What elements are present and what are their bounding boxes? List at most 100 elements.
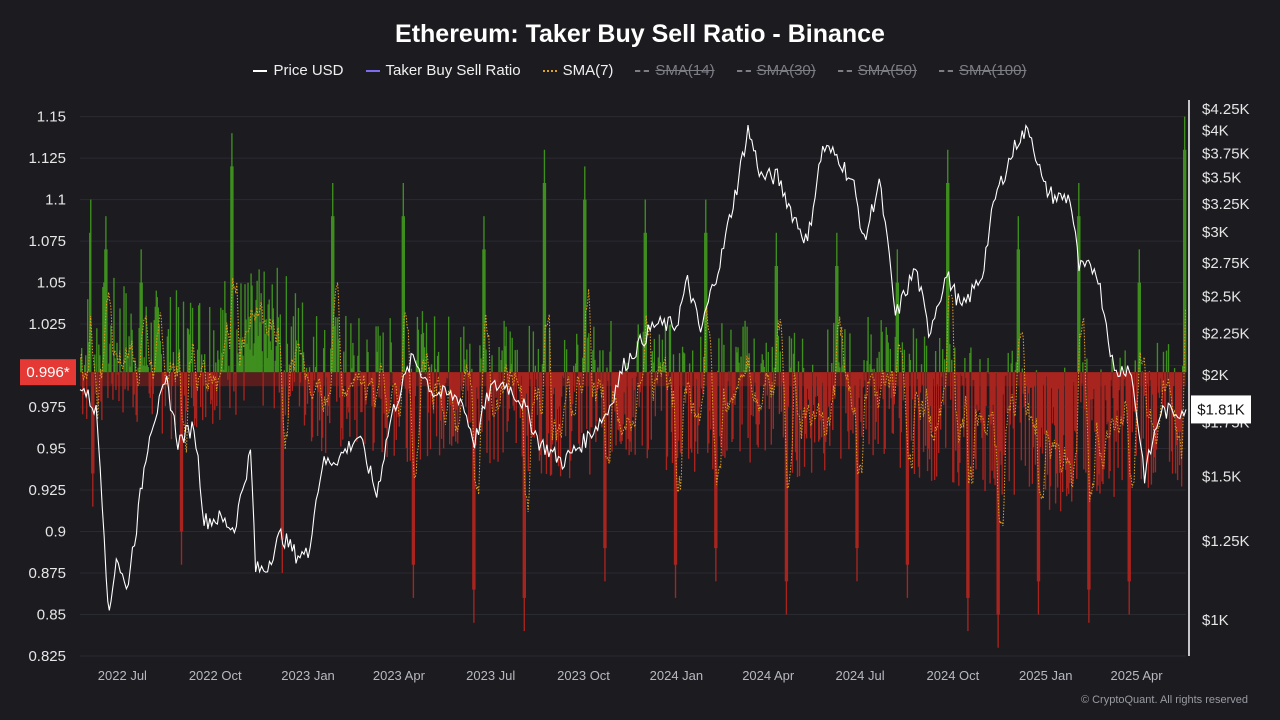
ratio-bar — [551, 372, 554, 445]
ratio-bar — [841, 335, 843, 373]
ratio-bar — [152, 372, 154, 394]
ratio-bar — [804, 372, 807, 434]
ratio-bar — [335, 317, 337, 373]
legend-item-sma-100[interactable]: SMA(100) — [938, 62, 1027, 79]
ratio-bar — [785, 372, 788, 615]
ratio-bar — [475, 372, 477, 446]
legend-swatch — [938, 69, 953, 72]
ratio-bar — [340, 372, 342, 447]
ratio-bar — [608, 372, 610, 464]
ratio-bar — [1140, 372, 1142, 480]
ratio-bar — [1016, 249, 1018, 373]
ratio-bar — [543, 149, 546, 373]
ratio-bar — [1044, 372, 1047, 490]
ratio-bar — [245, 319, 247, 373]
ratio-bar — [199, 372, 202, 407]
ratio-bar — [854, 372, 856, 386]
ratio-bar — [412, 372, 415, 598]
ratio-bar — [953, 372, 955, 483]
ratio-bar — [157, 307, 159, 373]
ratio-bar — [140, 249, 142, 373]
ratio-bar — [620, 372, 622, 445]
ratio-bar — [461, 372, 463, 391]
ratio-bar — [290, 326, 293, 373]
legend-item-sma-50[interactable]: SMA(50) — [837, 62, 917, 79]
ratio-bar — [285, 276, 288, 373]
ratio-bar — [1143, 372, 1146, 396]
ratio-bar — [292, 316, 295, 373]
ratio-bar — [226, 324, 228, 373]
ratio-bar — [373, 372, 375, 443]
ratio-bar — [248, 316, 250, 373]
ratio-bar — [635, 372, 637, 377]
ratio-bar — [952, 372, 954, 483]
ratio-bar — [705, 199, 707, 373]
ratio-bar — [359, 370, 361, 373]
ratio-bar — [758, 372, 760, 425]
ratio-bar — [986, 371, 988, 373]
ratio-bar — [601, 372, 603, 428]
ratio-bar — [1103, 372, 1105, 470]
ratio-bar — [1051, 372, 1054, 424]
ratio-bar — [316, 372, 319, 436]
ratio-bar — [284, 372, 287, 416]
ratio-bar — [1148, 371, 1151, 373]
ratio-bar — [775, 232, 778, 373]
ratio-bar — [223, 369, 225, 373]
legend-item-sma-14[interactable]: SMA(14) — [635, 62, 715, 79]
x-tick-label: 2022 Oct — [189, 668, 242, 683]
legend-item-taker-buy-sell-ratio[interactable]: Taker Buy Sell Ratio — [365, 62, 521, 79]
ratio-bar — [945, 372, 947, 448]
ratio-bar — [680, 372, 683, 456]
ratio-bar — [477, 372, 479, 399]
ratio-bar — [548, 328, 551, 373]
ratio-bar — [259, 322, 261, 373]
ratio-bar — [504, 346, 506, 373]
ratio-bar — [762, 359, 764, 373]
ratio-bar — [886, 334, 888, 373]
ratio-bar — [454, 372, 456, 410]
ratio-bar — [1170, 372, 1173, 452]
ratio-bar — [196, 349, 199, 373]
ratio-bar — [1124, 350, 1126, 373]
ratio-bar — [827, 329, 829, 373]
ratio-bar — [246, 343, 248, 373]
ratio-bar — [631, 372, 633, 379]
ratio-bar — [1077, 216, 1079, 373]
ratio-bar — [266, 358, 268, 373]
ratio-bar — [465, 372, 467, 407]
ratio-bar — [670, 372, 673, 432]
ratio-bar — [677, 372, 680, 441]
ratio-bar — [1137, 282, 1139, 373]
ratio-bar — [866, 360, 868, 373]
ratio-bar — [386, 372, 388, 457]
ratio-bar — [651, 351, 654, 373]
ratio-bar — [1057, 372, 1060, 389]
legend-item-sma-7[interactable]: SMA(7) — [542, 62, 613, 79]
ratio-bar — [277, 317, 279, 373]
ratio-bar — [485, 349, 487, 373]
x-tick-label: 2023 Oct — [557, 668, 610, 683]
ratio-bar — [377, 326, 379, 373]
ratio-bar — [306, 372, 309, 404]
ratio-bar — [104, 249, 106, 373]
left-tick-label: 1.15 — [37, 109, 66, 126]
ratio-bar — [126, 355, 128, 373]
legend-swatch — [635, 69, 650, 72]
ratio-bar — [1069, 372, 1071, 483]
ratio-bar — [638, 372, 640, 407]
right-tick-label: $3.75K — [1202, 145, 1250, 162]
ratio-bar — [567, 372, 570, 376]
ratio-bar — [957, 372, 959, 473]
ratio-bar — [392, 372, 394, 384]
legend-item-sma-30[interactable]: SMA(30) — [736, 62, 816, 79]
ratio-bar — [717, 370, 719, 373]
ratio-bar — [1106, 372, 1108, 425]
legend-item-price-usd[interactable]: Price USD — [253, 62, 344, 79]
ratio-bar — [349, 372, 351, 437]
ratio-bar — [195, 372, 198, 428]
ratio-bar — [93, 372, 95, 474]
ratio-bar — [1160, 372, 1163, 393]
ratio-bar — [1094, 372, 1096, 433]
